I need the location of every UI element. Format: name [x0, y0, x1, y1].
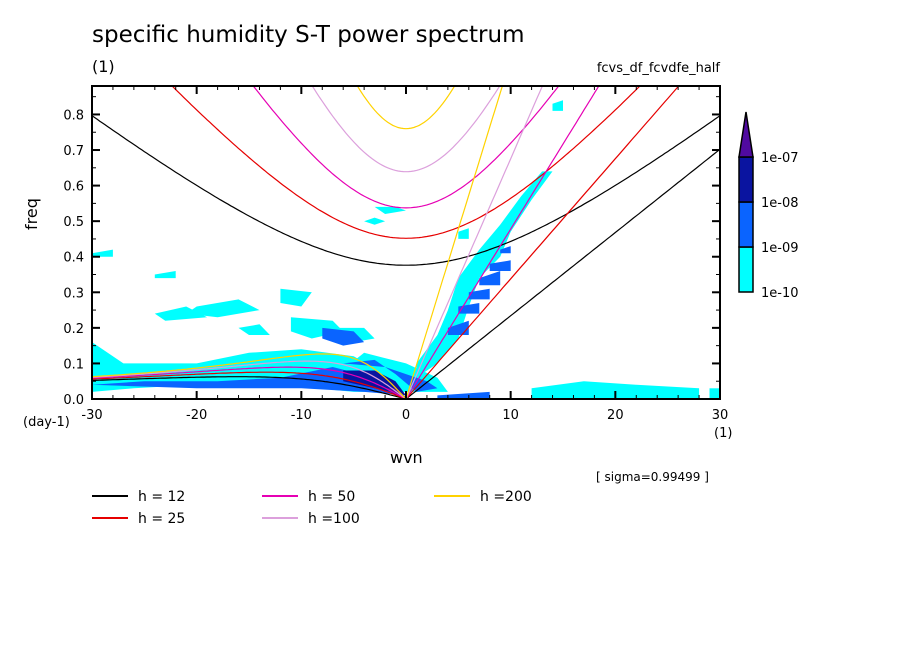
y-tick-label: 0.2	[63, 322, 84, 337]
shaded-region-2	[154, 271, 176, 279]
x-tick-label: -10	[291, 408, 312, 423]
y-tick-label: 0.8	[63, 108, 84, 123]
shaded-region-15	[531, 381, 700, 399]
legend-label-h50: h = 50	[308, 489, 355, 505]
rossby-curve-h100	[92, 360, 407, 399]
x-axis-unit: (1)	[714, 426, 733, 441]
y-tick-label: 0.6	[63, 180, 84, 195]
y-tick-label: 0.5	[63, 215, 84, 230]
shaded-region-10	[416, 171, 553, 378]
kelvin-curve-h200	[405, 86, 503, 399]
shaded-region-8	[154, 306, 208, 321]
shaded-region-12	[552, 100, 563, 111]
y-axis-unit: (day-1)	[23, 415, 70, 430]
rossby-curve-h12	[92, 376, 407, 399]
y-tick-label: 0.0	[63, 393, 84, 408]
rossby-curve-h200	[92, 353, 407, 399]
inertia-gravity-curve-h100	[311, 86, 501, 173]
chart-title: specific humidity S-T power spectrum	[92, 22, 525, 48]
shaded-region-16	[709, 388, 720, 399]
shaded-region-23	[479, 271, 501, 286]
shaded-region-3	[186, 299, 260, 318]
x-tick-label: 10	[502, 408, 519, 423]
x-axis-label: wvn	[390, 448, 423, 467]
x-tick-label: 20	[607, 408, 624, 423]
shaded-region-11	[458, 228, 469, 239]
y-tick-label: 0.4	[63, 251, 84, 266]
shaded-region-20	[447, 320, 469, 335]
chart-subtitle-left: (1)	[92, 57, 115, 76]
colorbar-label: 1e-08	[761, 196, 799, 211]
shaded-region-24	[489, 260, 511, 271]
sigma-annotation: [ sigma=0.99499 ]	[596, 470, 709, 484]
kelvin-curve-h100	[405, 86, 544, 399]
legend-label-h12: h = 12	[138, 489, 185, 505]
rossby-curve-h25	[92, 371, 407, 399]
colorbar-extend-triangle	[738, 111, 754, 158]
axes: -30 -20 -10 0 10 20 30 0.0 0.1 0.2 0.3 0.4 0.5 0.6 0.7…	[63, 85, 729, 423]
chart-subtitle-right: fcvs_df_fcvdfe_half	[596, 61, 720, 76]
colorbar-segment-2	[738, 156, 754, 203]
shaded-region-25	[500, 246, 511, 254]
rossby-curve-h50	[92, 366, 407, 399]
colorbar-label: 1e-10	[761, 286, 799, 301]
kelvin-curve-h12	[405, 148, 720, 399]
kelvin-curve-h25	[405, 86, 680, 399]
colorbar-segment-1	[738, 201, 754, 248]
x-tick-label: -30	[81, 408, 102, 423]
dispersion-curves	[92, 86, 720, 399]
legend: h = 12 h = 25 h = 50 h =100 h =200	[92, 489, 532, 527]
shaded-region-14	[374, 206, 406, 214]
shaded-region-7	[238, 324, 270, 335]
colorbar-label: 1e-09	[761, 241, 799, 256]
shaded-region-17	[92, 367, 406, 396]
legend-label-h200: h =200	[480, 489, 532, 505]
shaded-region-18	[322, 327, 365, 346]
y-tick-label: 0.3	[63, 286, 84, 301]
shaded-region-1	[92, 249, 113, 257]
inertia-gravity-curve-h50	[252, 86, 560, 209]
shaded-region-13	[364, 217, 386, 225]
x-tick-label: -20	[186, 408, 207, 423]
shaded-region-4	[280, 288, 312, 307]
inertia-gravity-curve-h200	[356, 86, 456, 130]
shaded-contours	[92, 100, 720, 399]
colorbar-segment-0	[738, 246, 754, 293]
y-tick-label: 0.1	[63, 357, 84, 372]
x-tick-label: 30	[712, 408, 729, 423]
legend-label-h25: h = 25	[138, 511, 185, 527]
inertia-gravity-curve-h12	[92, 115, 720, 266]
x-tick-label: 0	[402, 408, 410, 423]
shaded-region-26	[437, 391, 490, 399]
y-tick-label: 0.7	[63, 144, 84, 159]
legend-label-h100: h =100	[308, 511, 360, 527]
colorbar: 1e-10 1e-09 1e-08 1e-07	[738, 111, 799, 301]
shaded-region-19	[343, 359, 438, 392]
colorbar-label: 1e-07	[761, 151, 799, 166]
plot-frame	[91, 85, 721, 400]
shaded-region-22	[468, 288, 490, 300]
kelvin-curve-h50	[405, 86, 600, 399]
inertia-gravity-curve-h25	[171, 86, 641, 239]
